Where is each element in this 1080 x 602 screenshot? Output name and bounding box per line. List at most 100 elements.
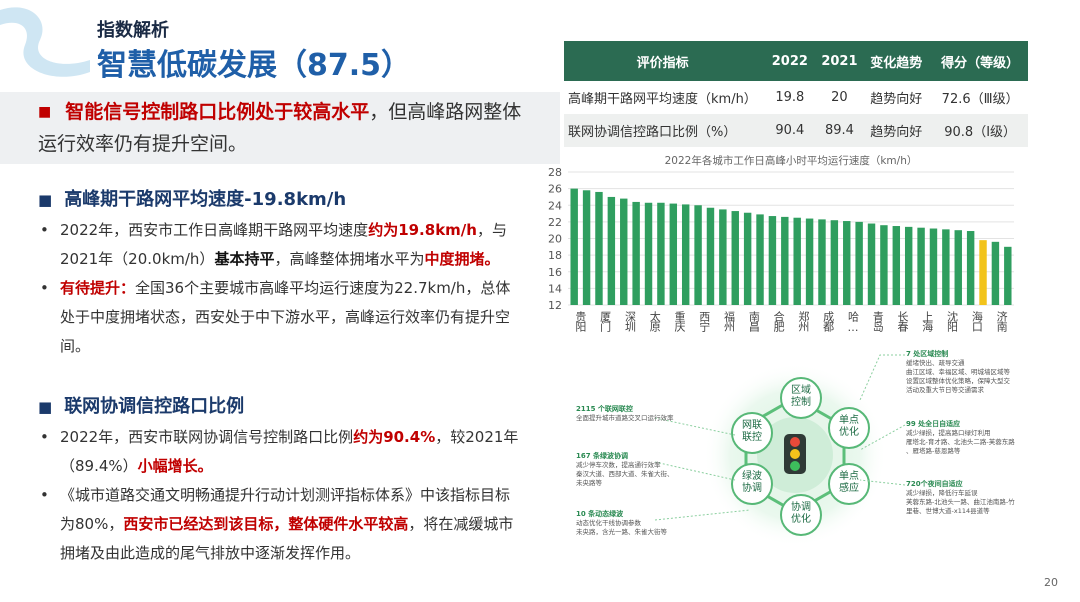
table-header: 得分（等级） — [932, 41, 1028, 81]
bar — [595, 191, 603, 305]
callout-title: 99 处全日自适应 — [906, 420, 961, 428]
bar — [904, 226, 913, 305]
bar — [582, 190, 591, 305]
table-header: 2022 — [761, 41, 819, 81]
connector-lines — [654, 354, 906, 521]
callout-line: 秦汉大道、西部大道、朱雀大街、 — [576, 470, 674, 478]
diagram-node: 单点感应 — [839, 471, 859, 494]
kicker: 指数解析 — [97, 20, 169, 41]
table-cell: 联网协调信控路口比例（%） — [564, 114, 762, 147]
callout-line: 缓堵快出、疏导交通 — [906, 359, 965, 367]
x-tick-label: 海口 — [970, 310, 983, 332]
callout-title: 10 条动态绿波 — [576, 510, 624, 518]
y-tick-label: 22 — [548, 216, 562, 229]
bar — [793, 217, 801, 305]
text-run: ，高峰整体拥堵水平为 — [274, 250, 425, 268]
diagram-node: 绿波协调 — [742, 471, 762, 494]
x-tick-label: 郑州 — [797, 310, 810, 332]
bar — [620, 198, 628, 305]
bar — [644, 202, 653, 305]
callout: 2115 个联网联控 全面提升城市道路交叉口运行效率 — [576, 405, 726, 423]
bar — [991, 241, 1000, 305]
callout-title: 720个夜间自适应 — [906, 480, 963, 488]
bar — [1004, 246, 1012, 305]
x-tick-label: 西宁 — [698, 311, 711, 332]
bar — [979, 240, 987, 305]
text-run: 中度拥堵。 — [424, 250, 500, 268]
bar — [954, 230, 962, 305]
bar — [818, 219, 826, 305]
bar — [843, 221, 851, 305]
text-run: 基本持平 — [214, 250, 275, 268]
table-header: 2021 — [818, 41, 861, 81]
callout-line: 里巷、世博大道-x114县道等 — [906, 507, 990, 515]
callout-line: 、雁塔路-慈恩路等 — [906, 447, 961, 455]
callout-title: 167 条绿波协调 — [576, 452, 629, 460]
bar — [607, 196, 616, 305]
bar — [706, 207, 715, 305]
bar — [743, 212, 752, 305]
text-run: 2022年，西安市工作日高峰期干路网平均速度 — [60, 221, 369, 239]
diagram-node: 区域控制 — [791, 385, 811, 408]
bar — [669, 203, 678, 305]
bar — [781, 216, 789, 305]
callout: 7 处区域控制 缓堵快出、疏导交通 曲江区域、幸福区域、明城墙区域等 设置区域整体优化… — [906, 350, 1056, 395]
bar — [756, 214, 764, 305]
x-tick-label: 厦门 — [599, 311, 612, 333]
bar — [632, 201, 640, 305]
section-heading: 高峰期干路网平均速度-19.8km/h — [38, 185, 346, 211]
bar — [892, 226, 901, 305]
slide-title: 智慧低碳发展（87.5） — [97, 48, 412, 83]
bar — [917, 227, 925, 305]
callout-line: 活动及重大节日等交通需求 — [906, 386, 984, 394]
table-header: 变化趋势 — [860, 41, 933, 81]
x-tick-label: 成都 — [822, 311, 835, 332]
bullet-list: 2022年，西安市工作日高峰期干路网平均速度约为19.8km/h，与2021年（… — [36, 216, 522, 361]
text-run: ，较2021年（89.4%） — [60, 428, 519, 475]
diagram-graphic — [703, 363, 887, 547]
callout: 167 条绿波协调 减少停车次数，提高通行效率 秦汉大道、西部大道、朱雀大街、 未央路… — [576, 452, 726, 488]
x-tick-label: 太原 — [648, 311, 661, 332]
index-table: 评价指标 2022 2021 变化趋势 得分（等级） 高峰期干路网平均速度（km/h） 1… — [564, 41, 1028, 147]
diagram-node: 网联联控 — [742, 420, 762, 443]
bar — [942, 229, 950, 305]
chart-title: 2022年各城市工作日高峰小时平均运行速度（km/h） — [665, 154, 918, 167]
callout: 99 处全日自适应 减少绿损，提高路口绿灯利用 雁塔北-育才路、北池头二路-芙蓉东路… — [906, 420, 1056, 456]
x-tick-label: 济南 — [995, 310, 1008, 332]
callout-line: 未央路，含光一路、朱雀大街等 — [576, 528, 667, 536]
page-number: 20 — [1044, 576, 1058, 589]
callout-title: 7 处区域控制 — [906, 350, 949, 358]
decoration — [0, 7, 90, 77]
x-tick-label: 重庆 — [673, 310, 686, 333]
callout-line: 动态优化干线协调参数 — [576, 519, 641, 527]
callout-line: 全面提升城市道路交叉口运行效率 — [576, 414, 674, 422]
callout: 10 条动态绿波 动态优化干线协调参数 未央路，含光一路、朱雀大街等 — [576, 510, 726, 537]
bullet: 《城市道路交通文明畅通提升行动计划测评指标体系》中该指标目标为80%，西安市已经… — [36, 481, 522, 568]
y-tick-label: 14 — [548, 282, 562, 295]
x-tick-label: 合肥 — [772, 310, 785, 332]
bar — [731, 211, 739, 305]
x-tick-label: 福州 — [723, 310, 736, 332]
bar — [880, 225, 888, 305]
bar — [681, 204, 690, 305]
callout-title: 2115 个联网联控 — [576, 405, 633, 413]
x-tick-label: 南昌 — [747, 311, 760, 333]
x-tick-label: 贵阳 — [574, 311, 587, 332]
table-cell: 90.8（Ⅰ级） — [932, 114, 1028, 147]
callout-line: 减少停车次数，提高通行效率 — [576, 461, 661, 469]
x-tick-label: 长春 — [896, 311, 909, 333]
bullet: 有待提升：全国36个主要城市高峰平均运行速度为22.7km/h，总体处于中度拥堵… — [36, 274, 522, 361]
callout: 720个夜间自适应 减少绿损，降低行车延误 芙蓉东路-北池头一路、曲江池南路-竹 里巷… — [906, 480, 1056, 516]
summary: ■ 智能信号控制路口比例处于较高水平，但高峰路网整体运行效率仍有提升空间。 — [38, 96, 538, 160]
summary-band — [0, 92, 560, 164]
callout-line: 设置区域整体优化策略，保障大型交 — [906, 377, 1010, 385]
bar — [830, 220, 839, 305]
section-heading: 联网协调信控路口比例 — [38, 392, 244, 418]
text-run: 《城市道路交通文明畅通提升行动计划测评指标体系》中该指标目标为80%， — [60, 486, 511, 533]
table-cell: 高峰期干路网平均速度（km/h） — [568, 92, 757, 107]
y-tick-label: 26 — [548, 183, 562, 196]
x-tick-label: 沈阳 — [946, 310, 959, 332]
text-run: 约为19.8km/h — [368, 221, 477, 239]
text-run: 全国36个主要城市高峰平均运行速度为22.7km/h，总体处于中度拥堵状态，西安… — [60, 279, 511, 355]
